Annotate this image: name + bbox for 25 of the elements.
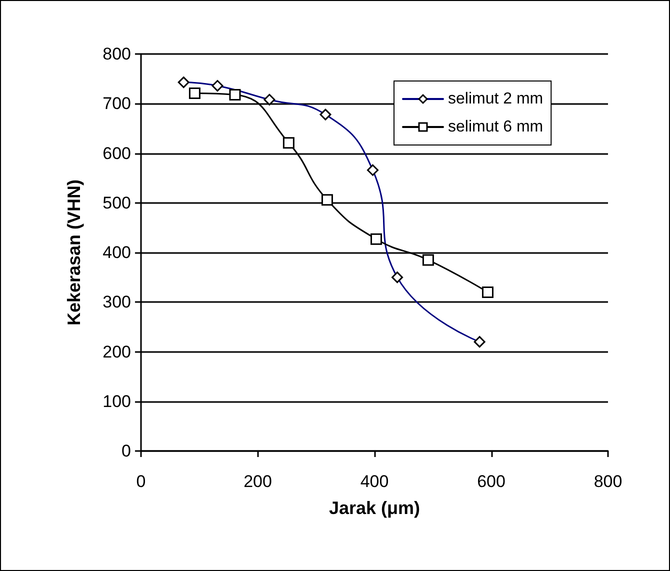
x-tick-label: 400 [360,472,389,491]
point [370,233,382,245]
y-tick-label: 400 [102,243,131,262]
x-axis-title: Jarak (μm) [328,498,420,518]
y-tick-label: 800 [102,44,131,64]
x-tick-label: 200 [244,472,272,491]
point [188,87,200,99]
x-tick-label: 600 [477,472,506,491]
x-tick-label: 0 [136,472,146,491]
y-tick-label: 100 [102,392,131,411]
y-tick-label: 700 [102,94,131,114]
y-tick-label: 300 [102,292,131,312]
y-tick-label: 500 [102,193,131,212]
y-axis-title: Kekerasan (VHN) [64,179,84,326]
y-tick-label: 200 [102,342,131,362]
point [321,194,333,206]
legend-label: selimut 6 mm [448,118,544,136]
y-tick-label: 600 [102,144,131,163]
point [482,286,494,298]
point [229,88,241,100]
point [282,137,294,149]
y-tick-label: 0 [122,442,131,460]
legend-label: selimut 2 mm [448,90,544,108]
x-tick-label: 800 [594,472,622,491]
point [422,254,434,266]
